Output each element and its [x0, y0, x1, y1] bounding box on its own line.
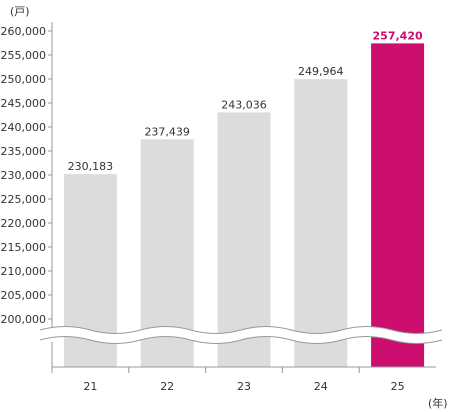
y-tick-label: 255,000 — [1, 49, 47, 62]
category-label: 24 — [314, 380, 328, 393]
y-tick-label: 245,000 — [1, 97, 47, 110]
category-label: 21 — [83, 380, 97, 393]
y-tick-label: 240,000 — [1, 121, 47, 134]
y-axis-ticks: 200,000 205,000 210,000 215,000 220,000 225,0… — [1, 25, 52, 326]
bar — [217, 112, 271, 367]
category-label: 25 — [391, 380, 405, 393]
break-edge-bottom — [39, 336, 443, 344]
y-tick-label: 215,000 — [1, 241, 47, 254]
axis-break — [38, 326, 444, 344]
data-label: 249,964 — [298, 65, 344, 78]
y-tick-label: 250,000 — [1, 73, 47, 86]
data-label: 243,036 — [221, 98, 267, 111]
x-axis-categories: 21 22 23 24 25 — [83, 367, 405, 393]
bars — [63, 43, 425, 368]
data-label: 237,439 — [144, 125, 190, 138]
data-label: 257,420 — [373, 29, 423, 42]
y-tick-label: 210,000 — [1, 265, 47, 278]
break-edge-top — [39, 326, 443, 334]
axes — [51, 22, 436, 373]
y-tick-label: 220,000 — [1, 217, 47, 230]
x-axis-unit: (年) — [428, 396, 448, 410]
data-labels: 230,183 237,439 243,036 249,964 257,420 — [68, 29, 423, 173]
data-label: 230,183 — [68, 160, 114, 173]
y-tick-label: 230,000 — [1, 169, 47, 182]
break-band — [38, 326, 444, 344]
y-tick-label: 205,000 — [1, 289, 47, 302]
y-tick-label: 225,000 — [1, 193, 47, 206]
y-tick-label: 235,000 — [1, 145, 47, 158]
y-tick-label: 200,000 — [1, 313, 47, 326]
y-tick-label: 260,000 — [1, 25, 47, 38]
category-label: 22 — [160, 380, 174, 393]
category-label: 23 — [237, 380, 251, 393]
bar — [371, 43, 425, 367]
bar — [294, 79, 348, 368]
y-axis-unit: (戸) — [10, 5, 30, 18]
